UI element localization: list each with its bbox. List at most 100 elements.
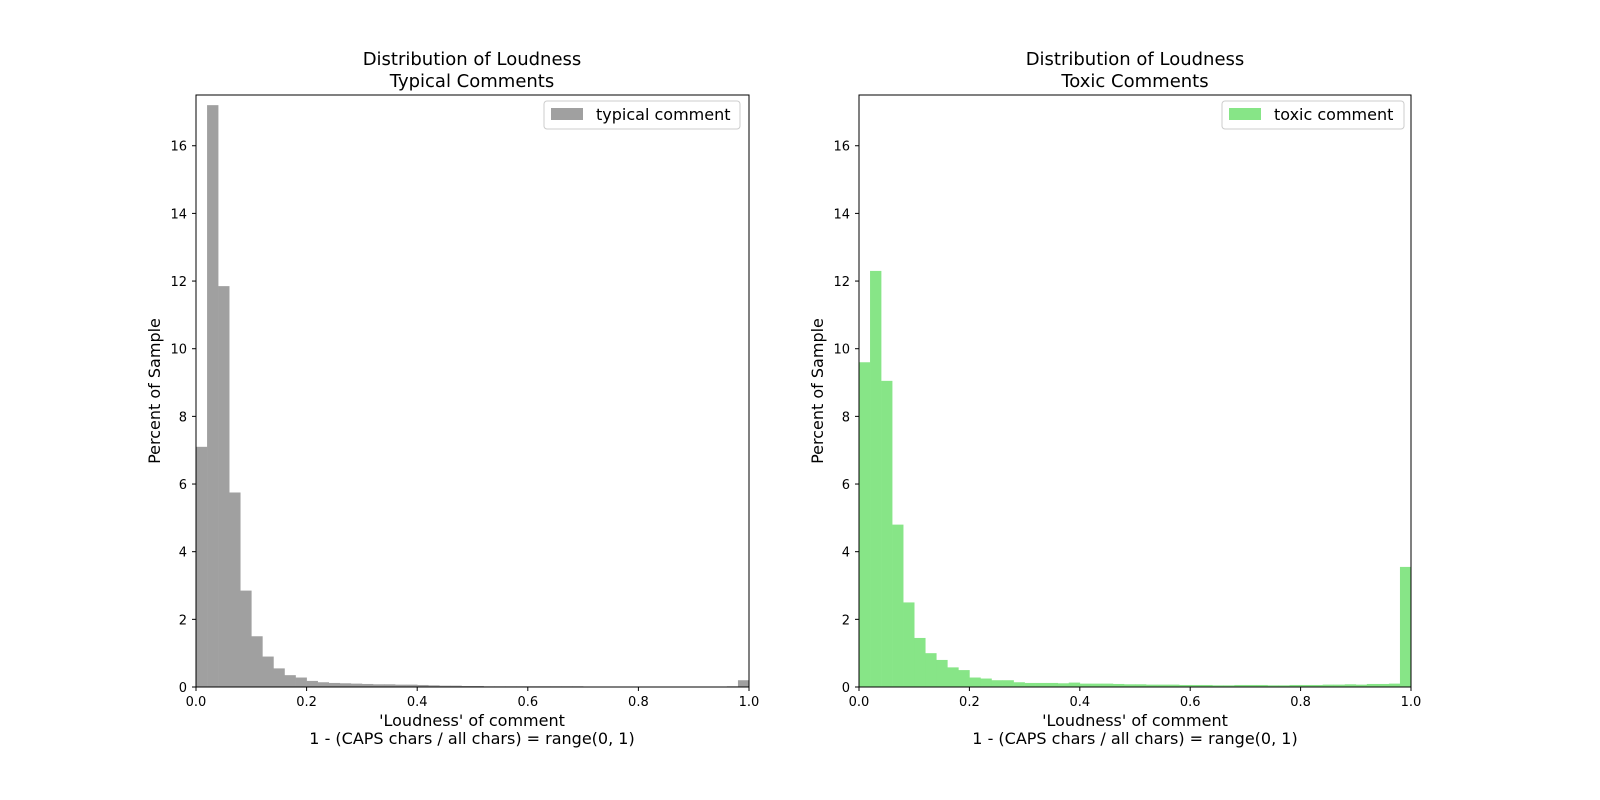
toxic-bar-21 (1090, 683, 1103, 687)
toxic-y-ticks: 0 2 4 6 8 10 12 14 16 (833, 140, 859, 696)
toxic-y-tick-label-0: 0 (842, 681, 850, 696)
typical-bar-15 (361, 683, 374, 687)
toxic-bar-12 (991, 680, 1003, 687)
toxic-bar-8 (947, 667, 959, 687)
typical-y-tick-label-4: 8 (179, 410, 187, 425)
toxic-x-tick-label-4: 0.8 (1290, 695, 1311, 710)
toxic-x-tick-label-5: 1.0 (1401, 695, 1422, 710)
typical-bar-2 (218, 286, 230, 687)
typical-x-tick-label-2: 0.4 (407, 695, 428, 710)
toxic-bar-29 (1179, 684, 1191, 687)
typical-bar-8 (284, 675, 296, 687)
toxic-bar-47 (1377, 683, 1390, 687)
toxic-title-line1: Distribution of Loudness (1026, 49, 1245, 70)
typical-bar-14 (350, 683, 363, 687)
typical-x-axis-label-line2: 1 - (CAPS chars / all chars) = range(0, … (309, 729, 634, 748)
toxic-bar-45 (1355, 684, 1368, 687)
typical-y-axis-label: Percent of Sample (145, 318, 164, 464)
typical-bar-10 (306, 680, 318, 687)
toxic-legend-swatch (1229, 108, 1261, 120)
toxic-bar-27 (1157, 684, 1169, 687)
typical-bar-49 (737, 680, 750, 687)
toxic-bar-30 (1190, 684, 1202, 687)
toxic-bar-39 (1289, 684, 1301, 687)
toxic-x-tick-label-2: 0.4 (1069, 695, 1090, 710)
typical-x-tick-label-5: 1.0 (739, 695, 760, 710)
toxic-y-tick-label-4: 8 (842, 410, 850, 425)
typical-y-tick-label-7: 14 (170, 207, 187, 222)
toxic-bar-46 (1366, 683, 1379, 687)
typical-title-line2: Typical Comments (389, 71, 555, 92)
toxic-y-tick-label-1: 2 (842, 613, 850, 628)
toxic-bar-42 (1322, 684, 1335, 687)
typical-bar-12 (328, 682, 341, 687)
toxic-x-axis-label-line1: 'Loudness' of comment (1042, 711, 1228, 730)
typical-y-tick-label-0: 0 (179, 681, 187, 696)
typical-bar-6 (262, 656, 274, 687)
toxic-legend-box (1221, 100, 1405, 130)
typical-y-ticks: 0 2 4 6 8 10 12 14 16 (170, 140, 196, 696)
typical-bar-22 (439, 685, 451, 687)
toxic-legend-label: toxic comment (1274, 105, 1393, 124)
typical-legend-swatch (551, 108, 583, 120)
toxic-bar-16 (1035, 682, 1047, 687)
toxic-y-tick-label-6: 12 (833, 275, 850, 290)
toxic-bar-11 (980, 678, 992, 687)
toxic-x-tick-label-0: 0.0 (849, 695, 870, 710)
typical-bar-13 (339, 683, 352, 687)
typical-y-tick-label-3: 6 (179, 478, 187, 493)
toxic-bars (859, 270, 1412, 687)
toxic-y-tick-label-5: 10 (833, 343, 850, 358)
toxic-bar-34 (1234, 684, 1246, 687)
toxic-bar-13 (1002, 680, 1014, 687)
typical-bar-17 (384, 684, 396, 687)
typical-bar-9 (295, 677, 307, 687)
typical-bar-3 (229, 492, 241, 687)
toxic-bar-41 (1311, 684, 1323, 687)
typical-x-ticks: 0.0 0.2 0.4 0.6 0.8 1.0 (186, 687, 760, 710)
toxic-bar-24 (1123, 684, 1136, 687)
toxic-plot-frame (858, 94, 1412, 688)
toxic-bar-36 (1256, 684, 1268, 687)
typical-y-tick-label-1: 2 (179, 613, 187, 628)
typical-x-tick-label-3: 0.6 (517, 695, 538, 710)
toxic-bar-0 (859, 362, 871, 687)
typical-legend-box (543, 100, 741, 130)
toxic-bar-43 (1333, 684, 1346, 687)
typical-panel: Distribution of Loudness Typical Comment… (145, 49, 759, 748)
toxic-bar-5 (914, 637, 926, 687)
typical-legend-label: typical comment (596, 105, 731, 124)
toxic-bar-38 (1278, 685, 1290, 687)
toxic-bar-44 (1344, 684, 1357, 687)
typical-bar-1 (207, 105, 219, 687)
typical-bar-19 (406, 684, 418, 687)
toxic-bar-40 (1300, 684, 1312, 687)
toxic-bar-22 (1101, 683, 1114, 687)
toxic-bar-32 (1212, 685, 1224, 687)
typical-bar-20 (417, 684, 429, 687)
typical-bar-25 (472, 685, 484, 687)
toxic-bar-14 (1013, 682, 1025, 687)
toxic-bar-2 (881, 380, 893, 687)
toxic-legend: toxic comment (1221, 100, 1405, 130)
typical-bar-16 (372, 684, 385, 687)
toxic-bar-6 (925, 653, 937, 687)
toxic-bar-26 (1146, 684, 1158, 687)
toxic-bar-19 (1068, 682, 1081, 687)
toxic-x-tick-label-3: 0.6 (1180, 695, 1201, 710)
typical-x-tick-label-4: 0.8 (628, 695, 649, 710)
toxic-bar-1 (870, 270, 882, 687)
toxic-bar-9 (958, 670, 970, 687)
typical-bar-4 (240, 590, 252, 687)
toxic-bar-48 (1388, 683, 1401, 687)
toxic-bar-31 (1201, 684, 1213, 687)
typical-plot-frame (195, 94, 750, 688)
typical-bar-24 (461, 685, 473, 687)
toxic-x-axis-label-line2: 1 - (CAPS chars / all chars) = range(0, … (972, 729, 1297, 748)
toxic-y-tick-label-7: 14 (833, 207, 850, 222)
toxic-y-tick-label-2: 4 (842, 546, 850, 561)
toxic-bar-10 (969, 677, 981, 687)
toxic-y-axis-label: Percent of Sample (808, 318, 827, 464)
toxic-bar-3 (892, 524, 904, 687)
